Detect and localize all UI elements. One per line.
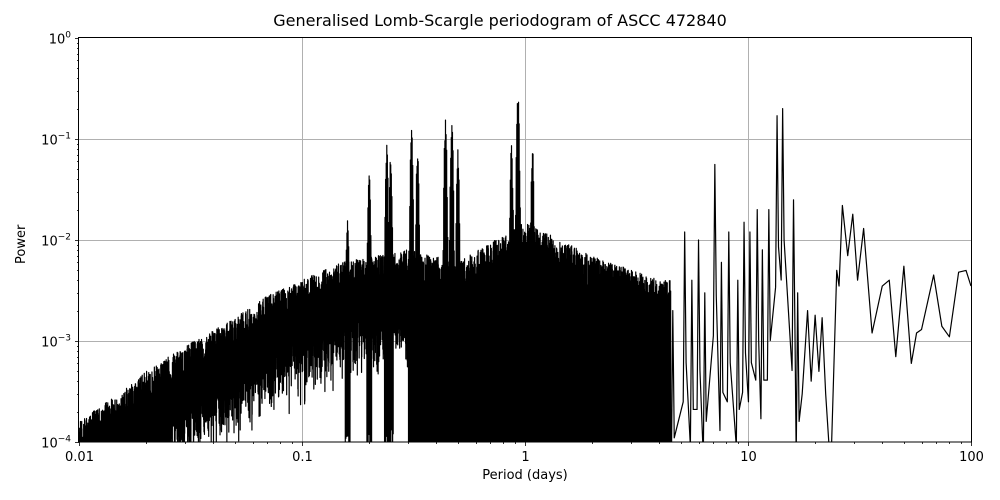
x-tick-label: 1 — [521, 450, 529, 465]
y-tick-label: 10−4 — [41, 435, 71, 452]
x-tick-label: 0.1 — [292, 450, 313, 465]
x-tick-label: 100 — [959, 450, 984, 465]
x-tick-label: 0.01 — [65, 450, 94, 465]
y-tick-label: 10−2 — [41, 233, 71, 250]
y-axis: 100 10−1 10−2 10−3 10−4 — [41, 31, 79, 452]
x-tick-label: 10 — [740, 450, 757, 465]
x-axis: 0.01 0.1 1 10 100 — [65, 442, 984, 465]
power-curve — [79, 101, 971, 442]
periodogram-line — [79, 101, 971, 442]
y-axis-label: Power — [14, 224, 29, 264]
chart-title: Generalised Lomb-Scargle periodogram of … — [273, 11, 727, 30]
y-tick-label: 100 — [49, 31, 72, 48]
axes-frame — [78, 37, 972, 443]
y-tick-label: 10−1 — [41, 132, 71, 149]
x-axis-label: Period (days) — [482, 468, 568, 483]
y-tick-label: 10−3 — [41, 334, 71, 351]
